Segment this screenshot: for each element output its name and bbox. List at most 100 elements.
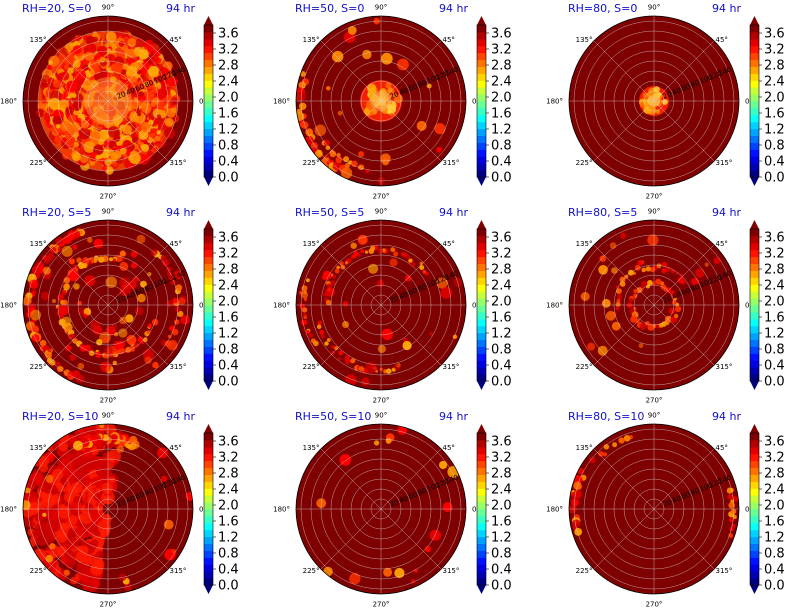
colorbar-segment [204,101,213,109]
grid-spoke [653,448,715,510]
colorbar-tick-label: 0.8 [218,547,239,562]
colorbar-segment [204,564,213,572]
colorbar-segment [750,291,759,299]
colorbar-extend-min [204,177,213,186]
colorbar-segment [204,256,213,265]
radial-tick-label: 60 [407,490,418,501]
colorbar-segment [477,453,486,462]
colorbar-tick-label: 0.0 [491,171,512,186]
polar-panel: 204060801001201400°45°90°135°180°225°270… [273,4,512,201]
colorbar-tick-label: 2.4 [764,75,785,90]
colorbar-segment [750,325,759,334]
colorbar-segment [477,38,486,47]
colorbar-tick-label: 2.8 [764,263,785,278]
colorbar-tick-label: 2.0 [218,91,239,106]
polar-frame [22,15,194,187]
colorbar-extend-min [477,177,486,186]
colorbar-segment [750,578,759,586]
angle-tick-label: 0° [472,506,480,514]
colorbar-segment [204,578,213,586]
colorbar-segment [750,256,759,265]
panel-title: RH=50, S=10 [295,410,372,423]
colorbar-segment [750,474,759,482]
colorbar-segment [477,522,486,531]
colorbar-segment [204,339,213,347]
radial-tick-label: 20 [389,90,400,101]
colorbar-segment [477,460,486,469]
colorbar-segment [204,305,213,313]
colorbar-segment [204,59,213,67]
colorbar-segment [477,481,486,489]
colorbar-tick-label: 3.6 [491,435,512,450]
colorbar-extend-max [204,220,213,229]
angle-tick-label: 225° [30,567,47,575]
colorbar-segment [750,360,759,368]
angle-tick-label: 180° [273,506,290,514]
colorbar-tick-label: 0.8 [764,343,785,358]
colorbar-segment [477,374,486,382]
colorbar-tick-label: 2.8 [218,59,239,74]
radial-tick-label: 80 [689,487,700,498]
panel-title: RH=80, S=0 [568,2,638,15]
colorbar-tick-label: 2.8 [218,263,239,278]
colorbar-segment [750,502,759,510]
colorbar-tick-label: 3.6 [218,231,239,246]
colorbar-segment [477,318,486,327]
colorbar-tick-label: 3.6 [491,231,512,246]
panel-title: RH=50, S=0 [295,2,365,15]
colorbar-segment [750,107,759,116]
colorbar-segment [477,550,486,558]
colorbar-segment [750,80,759,88]
colorbar-extend-max [477,220,486,229]
grid-spoke [593,304,655,366]
colorbar-segment [204,298,213,306]
colorbar-segment [204,142,213,150]
colorbar-tick-label: 0.8 [764,547,785,562]
polar-panel: 204060801001201400°45°90°135°180°225°270… [546,208,785,405]
colorbar-tick-label: 0.0 [491,375,512,390]
colorbar-segment [477,128,486,137]
colorbar-segment [750,101,759,109]
grid-spoke [593,448,655,510]
angle-tick-label: 45° [443,240,455,248]
angle-tick-label: 180° [546,98,563,106]
radial-tick-label: 40 [125,290,136,301]
colorbar-segment [477,80,486,88]
colorbar-tick-label: 2.0 [764,499,785,514]
polar-frame [568,219,740,391]
angle-tick-label: 270° [373,601,390,609]
colorbar-tick-label: 2.4 [218,483,239,498]
colorbar-segment [204,353,213,361]
colorbar-tick-label: 1.6 [218,515,239,530]
colorbar-segment [477,367,486,375]
colorbar-segment [750,121,759,130]
angle-tick-label: 135° [30,36,47,44]
colorbar-extend-min [477,585,486,594]
colorbar-segment [750,467,759,475]
colorbar-segment [477,488,486,496]
colorbar-segment [204,522,213,531]
radial-tick-label: 40 [398,494,409,505]
colorbar-tick-label: 0.4 [764,359,785,374]
polar-frame [22,219,194,391]
colorbar-segment [477,59,486,67]
colorbar-segment [204,80,213,88]
colorbar-tick-label: 3.2 [491,247,512,262]
grid-spoke [653,304,715,366]
colorbar-tick-label: 0.4 [218,155,239,170]
colorbar-segment [477,242,486,251]
grid-spoke [47,448,109,510]
angle-tick-label: 90° [648,4,660,12]
angle-tick-label: 0° [472,98,480,106]
colorbar-tick-label: 0.0 [764,375,785,390]
grid-spoke [47,40,109,102]
colorbar-segment [477,557,486,565]
colorbar-segment [204,515,213,524]
colorbar-tick-label: 1.6 [491,515,512,530]
colorbar-segment [750,66,759,74]
radial-tick-label: 80 [416,487,427,498]
colorbar-segment [477,256,486,265]
panel-title: RH=50, S=5 [295,206,365,219]
colorbar-segment [477,509,486,517]
radial-tick-label: 20 [116,498,127,509]
